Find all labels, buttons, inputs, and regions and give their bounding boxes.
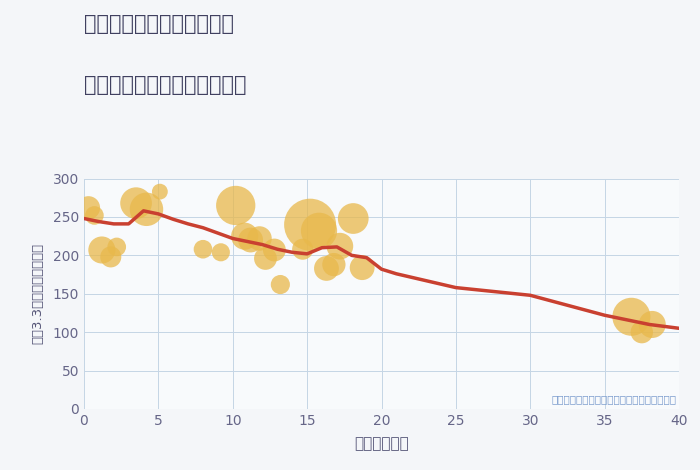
- Point: [245, 236, 256, 244]
- Point: [96, 246, 108, 254]
- Point: [130, 199, 141, 207]
- Text: 円の大きさは、取引のあった物件面積を示す: 円の大きさは、取引のあった物件面積を示す: [551, 394, 676, 404]
- Point: [260, 255, 271, 262]
- Point: [141, 205, 152, 213]
- Point: [274, 281, 286, 288]
- Point: [89, 212, 100, 219]
- Point: [636, 329, 648, 336]
- Point: [321, 265, 332, 272]
- Point: [239, 233, 251, 240]
- Point: [105, 253, 116, 261]
- Point: [626, 313, 637, 321]
- Point: [297, 245, 308, 253]
- Point: [216, 249, 227, 256]
- Point: [335, 243, 346, 250]
- Point: [83, 204, 94, 212]
- Point: [154, 188, 165, 196]
- Point: [111, 243, 122, 251]
- Point: [304, 221, 316, 228]
- Point: [254, 235, 265, 242]
- Text: 神奈川県横浜市中区滝之上: 神奈川県横浜市中区滝之上: [84, 14, 234, 34]
- Point: [230, 202, 241, 209]
- Y-axis label: 坪（3.3㎡）単価（万円）: 坪（3.3㎡）単価（万円）: [32, 243, 44, 345]
- Point: [356, 264, 368, 271]
- Text: 築年数別中古マンション価格: 築年数別中古マンション価格: [84, 75, 246, 95]
- Point: [647, 321, 658, 328]
- X-axis label: 築年数（年）: 築年数（年）: [354, 436, 409, 451]
- Point: [348, 215, 359, 222]
- Point: [269, 246, 280, 254]
- Point: [314, 227, 325, 235]
- Point: [197, 245, 209, 253]
- Point: [328, 261, 339, 268]
